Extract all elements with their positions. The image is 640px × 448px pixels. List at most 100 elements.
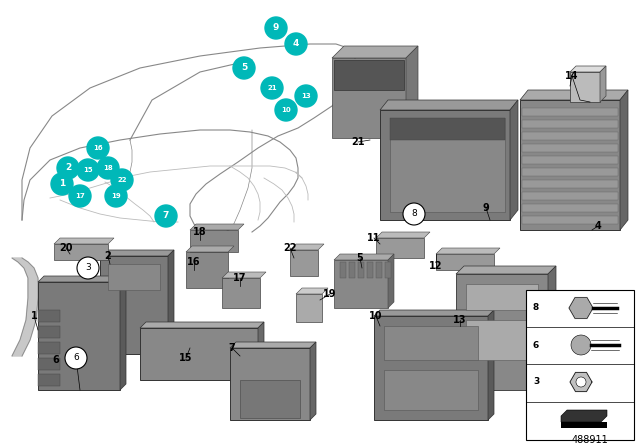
Text: 10: 10 — [369, 311, 383, 321]
Text: 21: 21 — [267, 85, 277, 91]
Polygon shape — [190, 224, 244, 230]
Polygon shape — [561, 410, 607, 422]
Circle shape — [265, 17, 287, 39]
Polygon shape — [380, 110, 510, 220]
Polygon shape — [570, 372, 592, 392]
Text: 6: 6 — [73, 353, 79, 362]
Circle shape — [403, 203, 425, 225]
Polygon shape — [390, 118, 505, 212]
Polygon shape — [570, 66, 606, 72]
Polygon shape — [388, 254, 394, 308]
Polygon shape — [296, 288, 328, 294]
Polygon shape — [38, 326, 60, 338]
Text: 1: 1 — [59, 180, 65, 189]
Polygon shape — [186, 252, 228, 288]
Circle shape — [87, 137, 109, 159]
Polygon shape — [38, 358, 60, 370]
Text: 19: 19 — [323, 289, 337, 299]
Text: 15: 15 — [83, 167, 93, 173]
Polygon shape — [436, 254, 494, 270]
Text: 2: 2 — [65, 164, 71, 172]
Polygon shape — [384, 370, 478, 410]
Polygon shape — [520, 100, 620, 230]
Polygon shape — [230, 342, 316, 348]
Polygon shape — [522, 216, 618, 224]
Polygon shape — [522, 192, 618, 200]
Polygon shape — [522, 156, 618, 164]
Polygon shape — [522, 108, 618, 116]
Polygon shape — [54, 238, 114, 244]
Polygon shape — [520, 90, 628, 100]
Polygon shape — [332, 46, 418, 58]
Polygon shape — [240, 380, 300, 418]
Circle shape — [65, 347, 87, 369]
Polygon shape — [522, 168, 618, 176]
Polygon shape — [340, 262, 346, 278]
Polygon shape — [358, 262, 364, 278]
Polygon shape — [367, 262, 373, 278]
Text: 16: 16 — [93, 145, 103, 151]
Text: 13: 13 — [301, 93, 311, 99]
Polygon shape — [522, 132, 618, 140]
Circle shape — [77, 159, 99, 181]
Text: 3: 3 — [85, 263, 91, 272]
Circle shape — [51, 173, 73, 195]
Text: 4: 4 — [595, 221, 602, 231]
Polygon shape — [186, 246, 234, 252]
Text: 8: 8 — [533, 303, 539, 313]
Text: 12: 12 — [429, 261, 443, 271]
Polygon shape — [522, 204, 618, 212]
Text: 13: 13 — [453, 315, 467, 325]
Polygon shape — [38, 374, 60, 386]
Text: 5: 5 — [356, 253, 364, 263]
Polygon shape — [522, 144, 618, 152]
Polygon shape — [456, 274, 548, 390]
Circle shape — [155, 205, 177, 227]
Polygon shape — [569, 297, 593, 319]
Polygon shape — [374, 316, 488, 420]
Text: 2: 2 — [104, 251, 111, 261]
Polygon shape — [140, 322, 264, 328]
Polygon shape — [258, 322, 264, 380]
Circle shape — [105, 185, 127, 207]
Text: 3: 3 — [533, 378, 539, 387]
Polygon shape — [334, 60, 404, 90]
Text: 22: 22 — [284, 243, 297, 253]
Polygon shape — [456, 266, 556, 274]
Text: 21: 21 — [351, 137, 365, 147]
Text: 9: 9 — [483, 203, 490, 213]
Circle shape — [69, 185, 91, 207]
Text: 3: 3 — [81, 263, 88, 273]
Text: 18: 18 — [103, 165, 113, 171]
Polygon shape — [140, 328, 258, 380]
Polygon shape — [406, 46, 418, 138]
Polygon shape — [38, 342, 60, 354]
Polygon shape — [100, 256, 168, 354]
Circle shape — [97, 157, 119, 179]
Text: 16: 16 — [188, 257, 201, 267]
Text: 1: 1 — [31, 311, 37, 321]
Polygon shape — [380, 100, 518, 110]
Text: 488911: 488911 — [572, 435, 609, 445]
Polygon shape — [168, 250, 174, 354]
Polygon shape — [376, 262, 382, 278]
Polygon shape — [108, 264, 160, 290]
Text: 9: 9 — [273, 23, 279, 33]
Text: 10: 10 — [281, 107, 291, 113]
Circle shape — [571, 335, 591, 355]
Text: 4: 4 — [293, 39, 299, 48]
Circle shape — [295, 85, 317, 107]
Polygon shape — [334, 260, 388, 308]
Polygon shape — [120, 276, 126, 390]
Circle shape — [261, 77, 283, 99]
Text: 15: 15 — [179, 353, 193, 363]
Text: 7: 7 — [228, 343, 236, 353]
Polygon shape — [522, 180, 618, 188]
Text: 6: 6 — [533, 340, 539, 349]
Polygon shape — [374, 310, 494, 316]
Polygon shape — [349, 262, 355, 278]
Text: 14: 14 — [565, 71, 579, 81]
Polygon shape — [38, 282, 120, 390]
Polygon shape — [12, 258, 38, 356]
Bar — [561, 422, 607, 428]
